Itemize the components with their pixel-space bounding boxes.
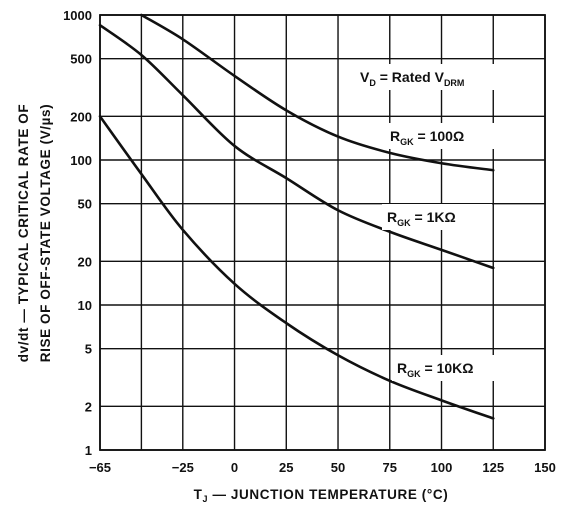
curve-rgk-10k: [98, 115, 495, 420]
x-axis-title-rest: — JUNCTION TEMPERATURE (°C): [208, 487, 448, 502]
x-tick-label: 100: [431, 460, 453, 475]
x-tick-label: 75: [383, 460, 397, 475]
x-tick-label: −25: [172, 460, 194, 475]
x-tick-label: 0: [231, 460, 238, 475]
y-axis-title-line-1: dv/dt — TYPICAL CRITICAL RATE OF: [16, 104, 31, 362]
y-tick-label: 10: [78, 298, 92, 313]
y-tick-label: 100: [70, 153, 92, 168]
x-tick-label: −65: [89, 460, 111, 475]
x-axis-title-subscript: J: [203, 494, 209, 504]
x-tick-labels: −65 −25 0 25 50 75 100 125 150: [89, 460, 556, 475]
grid: [99, 14, 546, 451]
series-label-100-background: [385, 123, 503, 149]
y-tick-label: 2: [85, 399, 92, 414]
y-tick-label: 200: [70, 109, 92, 124]
y-tick-label: 20: [78, 254, 92, 269]
y-tick-label: 500: [70, 52, 92, 67]
condition-label: VD = Rated VDRM: [360, 69, 464, 88]
x-tick-label: 50: [331, 460, 345, 475]
series-label-rgk-100: RGK = 100Ω: [390, 128, 464, 147]
curves: [98, 13, 495, 420]
curve-rgk-1k: [98, 23, 495, 270]
condition-label-background: [355, 64, 530, 90]
x-tick-label: 25: [279, 460, 293, 475]
plot-frame: [99, 14, 546, 451]
x-axis-title-symbol: T: [194, 487, 203, 502]
y-axis-title-line-2: RISE OF OFF-STATE VOLTAGE (V/µs): [38, 104, 53, 362]
y-tick-label: 50: [78, 197, 92, 212]
y-tick-label: 1000: [63, 8, 92, 23]
x-tick-label: 125: [482, 460, 504, 475]
series-label-rgk-10k: RGK = 10KΩ: [397, 360, 474, 379]
series-label-10k-background: [392, 355, 510, 381]
y-tick-label: 1: [85, 443, 92, 458]
y-tick-labels: 1 2 5 10 20 50 100 200 500 1000: [63, 8, 92, 458]
series-label-1k-background: [382, 204, 492, 230]
x-tick-label: 150: [534, 460, 556, 475]
curve-rgk-100: [140, 13, 495, 172]
x-axis-title: TJ — JUNCTION TEMPERATURE (°C): [194, 487, 449, 504]
series-label-rgk-1k: RGK = 1KΩ: [387, 209, 456, 228]
y-tick-label: 5: [85, 342, 92, 357]
